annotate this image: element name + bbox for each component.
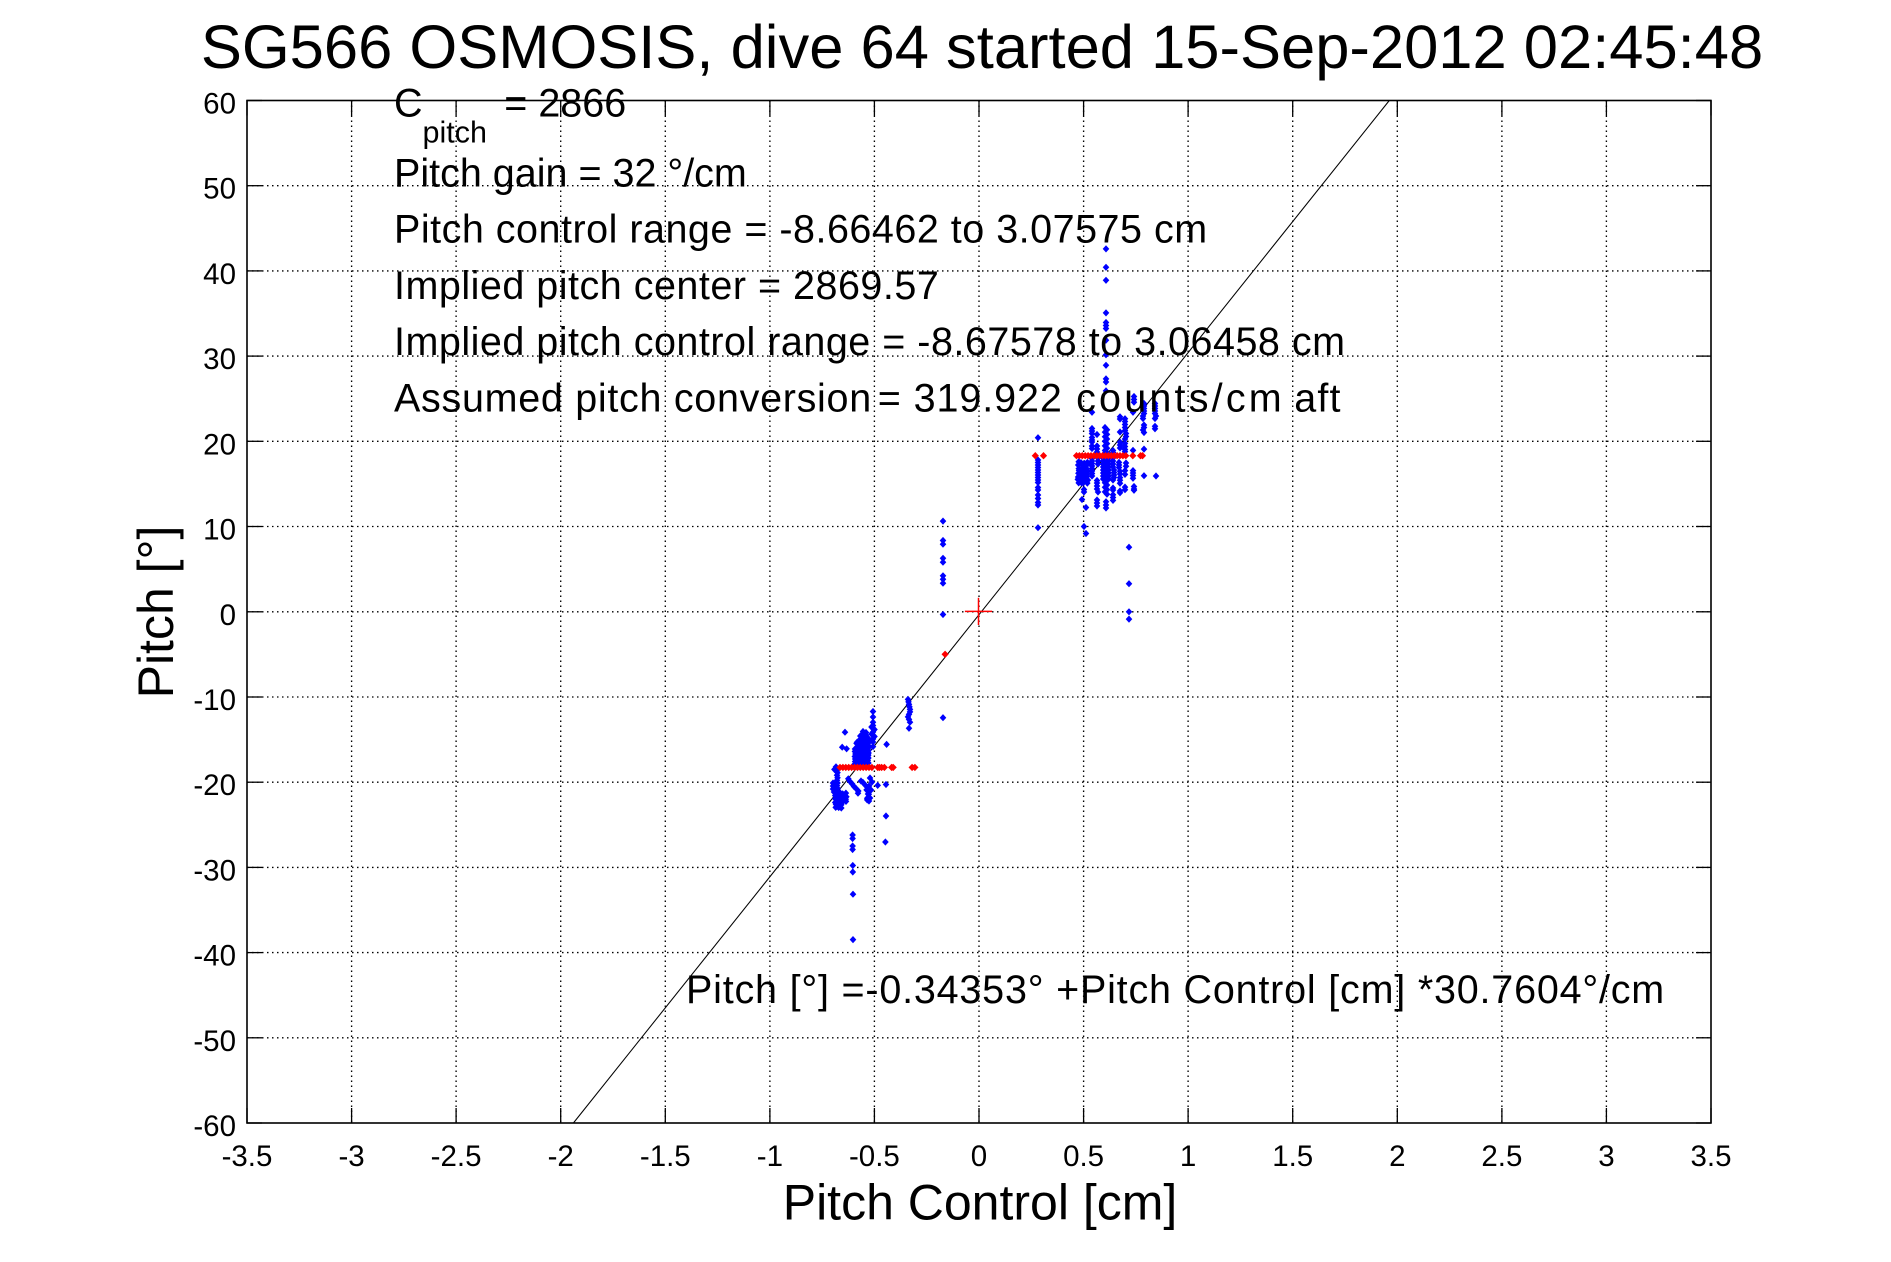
svg-text:1: 1 — [1180, 1140, 1196, 1173]
svg-text:2: 2 — [1389, 1140, 1405, 1173]
svg-text:-1.5: -1.5 — [640, 1140, 691, 1173]
svg-text:Implied pitch center = 2869.57: Implied pitch center = 2869.57 — [394, 264, 939, 308]
svg-text:-3: -3 — [338, 1140, 364, 1173]
svg-text:-10: -10 — [193, 684, 236, 717]
svg-text:Implied pitch control range =: Implied pitch control range = -8.67578 t… — [394, 320, 1346, 364]
svg-text:-2.5: -2.5 — [431, 1140, 482, 1173]
svg-text:40: 40 — [203, 258, 236, 291]
svg-text:60: 60 — [203, 88, 236, 121]
svg-text:30: 30 — [203, 343, 236, 376]
svg-text:20: 20 — [203, 428, 236, 461]
svg-text:2.5: 2.5 — [1481, 1140, 1522, 1173]
svg-text:3.5: 3.5 — [1690, 1140, 1731, 1173]
svg-text:50: 50 — [203, 173, 236, 206]
svg-text:0.5: 0.5 — [1063, 1140, 1104, 1173]
svg-text:0: 0 — [971, 1140, 987, 1173]
svg-text:1.5: 1.5 — [1272, 1140, 1313, 1173]
svg-text:Pitch Control [cm]: Pitch Control [cm] — [783, 1175, 1178, 1231]
svg-text:-1: -1 — [757, 1140, 783, 1173]
svg-text:-20: -20 — [193, 769, 236, 802]
svg-text:Pitch gain = 32 °/cm: Pitch gain = 32 °/cm — [394, 151, 747, 195]
svg-text:-2: -2 — [548, 1140, 574, 1173]
svg-text:-40: -40 — [193, 940, 236, 973]
svg-text:3: 3 — [1598, 1140, 1614, 1173]
svg-text:-30: -30 — [193, 854, 236, 887]
svg-text:-60: -60 — [193, 1110, 236, 1143]
svg-text:0: 0 — [220, 599, 236, 632]
svg-text:-3.5: -3.5 — [222, 1140, 273, 1173]
svg-text:Pitch control range = -8.66462: Pitch control range = -8.66462 to 3.0757… — [394, 208, 1208, 252]
svg-text:Pitch [°] =-0.34353° +Pitch Co: Pitch [°] =-0.34353° +Pitch Control [cm]… — [686, 968, 1665, 1012]
svg-text:SG566 OSMOSIS, dive 64 started: SG566 OSMOSIS, dive 64 started 15-Sep-20… — [201, 13, 1763, 82]
svg-text:10: 10 — [203, 514, 236, 547]
svg-text:Pitch [°]: Pitch [°] — [128, 526, 184, 699]
svg-text:Assumed pitch conversion= 319.: Assumed pitch conversion = 319.922 counts/… — [394, 376, 1342, 420]
svg-text:-50: -50 — [193, 1025, 236, 1058]
svg-text:-0.5: -0.5 — [849, 1140, 900, 1173]
